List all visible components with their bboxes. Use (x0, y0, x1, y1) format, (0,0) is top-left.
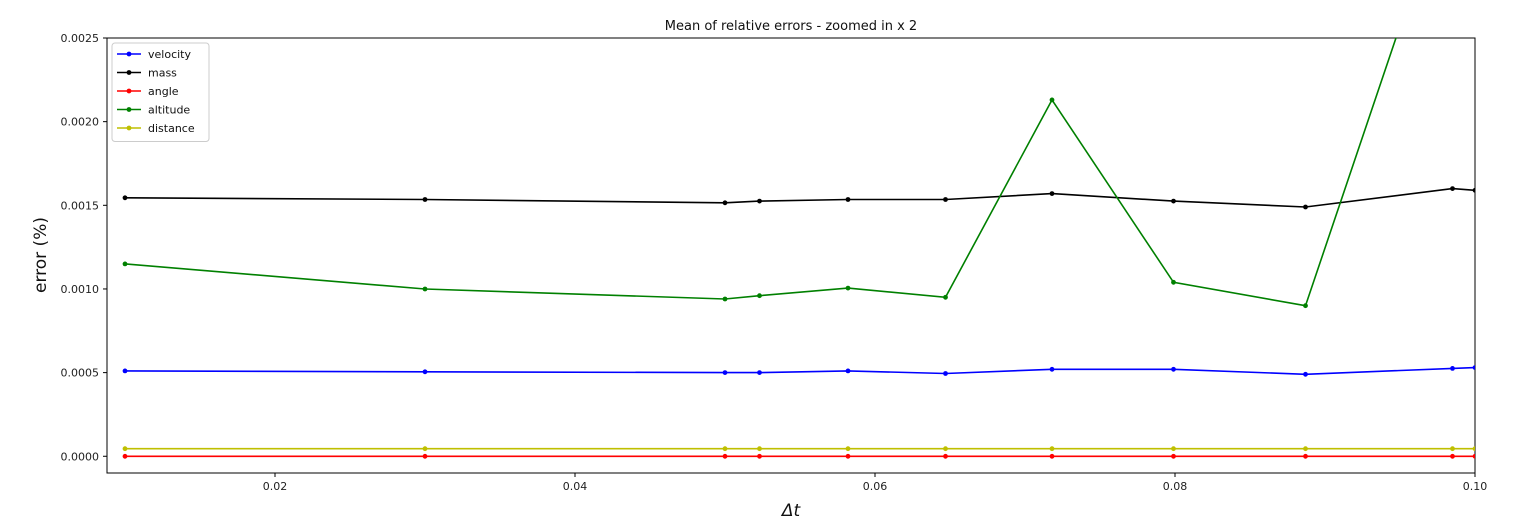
legend-marker (126, 70, 132, 75)
y-tick-label: 0.0025 (61, 32, 100, 45)
series-altitude (122, 38, 1397, 309)
data-point-angle (1303, 453, 1308, 459)
data-point-distance (722, 446, 728, 452)
plot-area (106, 37, 1476, 474)
legend-item-angle: angle (117, 85, 179, 98)
data-point-velocity (943, 371, 948, 376)
data-point-altitude (1171, 279, 1176, 285)
data-point-distance (1303, 446, 1308, 452)
data-point-distance (1049, 446, 1055, 452)
y-tick-label: 0.0005 (61, 367, 100, 380)
data-point-angle (1171, 453, 1176, 459)
data-point-distance (1171, 446, 1176, 452)
data-point-mass (122, 195, 128, 201)
data-point-distance (122, 446, 128, 452)
y-tick-label: 0.0020 (61, 116, 100, 129)
legend-label: altitude (148, 104, 190, 117)
data-point-angle (422, 453, 428, 459)
legend-item-altitude: altitude (117, 104, 190, 117)
data-point-angle (122, 453, 128, 459)
legend-marker (126, 88, 132, 94)
data-point-angle (845, 453, 851, 459)
data-point-velocity (757, 370, 762, 375)
legend-marker (126, 51, 132, 57)
y-tick-label: 0.0015 (61, 199, 100, 212)
data-point-mass (1049, 191, 1055, 197)
x-axis: 0.02 0.04 0.06 0.08 0.10 (263, 473, 1488, 493)
legend-box (111, 42, 210, 142)
series-distance (122, 446, 1475, 452)
data-point-angle (1472, 453, 1475, 459)
data-point-velocity (845, 368, 851, 374)
chart-title: Mean of relative errors - zoomed in x 2 (665, 19, 917, 34)
series-mass (122, 186, 1475, 210)
data-point-velocity (1049, 366, 1055, 372)
legend-item-velocity: velocity (117, 48, 191, 61)
data-point-angle (1049, 453, 1055, 459)
data-point-angle (943, 453, 948, 459)
series-line-altitude (124, 38, 1397, 307)
legend-item-distance: distance (117, 122, 195, 135)
data-point-altitude (1049, 97, 1055, 103)
legend-marker (126, 125, 132, 131)
data-point-velocity (722, 370, 728, 375)
data-point-angle (722, 453, 728, 459)
data-point-altitude (943, 294, 948, 300)
x-tick-label: 0.08 (1163, 480, 1188, 493)
data-point-distance (1450, 446, 1455, 452)
series-velocity (122, 365, 1475, 377)
data-point-mass (1303, 204, 1308, 210)
x-tick-label: 0.02 (263, 480, 288, 493)
y-tick-label: 0.0010 (61, 283, 100, 296)
series-layer (122, 38, 1475, 459)
x-axis-label: Δt (780, 501, 802, 521)
legend-label: velocity (148, 48, 191, 61)
legend-item-mass: mass (117, 67, 177, 80)
data-point-mass (1450, 186, 1455, 192)
data-point-altitude (122, 261, 128, 267)
data-point-mass (422, 197, 428, 202)
x-tick-label: 0.06 (863, 480, 888, 493)
data-point-distance (845, 446, 851, 452)
data-point-velocity (122, 368, 128, 374)
data-point-velocity (422, 369, 428, 375)
data-point-velocity (1303, 371, 1308, 377)
data-point-angle (1450, 453, 1455, 459)
data-point-distance (422, 446, 428, 452)
data-point-altitude (757, 293, 762, 299)
data-point-altitude (722, 296, 728, 302)
data-point-mass (757, 198, 762, 204)
y-axis-label: error (%) (31, 217, 51, 293)
data-point-altitude (845, 285, 851, 291)
data-point-angle (757, 453, 762, 459)
data-point-distance (943, 446, 948, 452)
x-tick-label: 0.10 (1463, 480, 1488, 493)
data-point-distance (1472, 446, 1475, 452)
data-point-velocity (1171, 366, 1176, 372)
data-point-altitude (422, 286, 428, 292)
series-line-velocity (124, 366, 1475, 376)
data-point-mass (845, 197, 851, 202)
series-angle (122, 453, 1475, 459)
data-point-velocity (1450, 366, 1455, 371)
legend-label: distance (148, 122, 195, 135)
data-point-mass (943, 197, 948, 202)
y-axis: 0.0000 0.0005 0.0010 0.0015 0.0020 0.0025 (61, 32, 107, 463)
y-tick-label: 0.0000 (61, 450, 100, 463)
data-point-velocity (1472, 365, 1475, 370)
data-point-mass (1472, 187, 1475, 193)
data-point-mass (722, 200, 728, 206)
x-tick-label: 0.04 (563, 480, 588, 493)
legend-label: angle (148, 85, 179, 98)
legend-marker (126, 107, 132, 112)
legend-label: mass (148, 67, 177, 80)
data-point-distance (757, 446, 762, 452)
series-line-mass (124, 187, 1475, 208)
data-point-altitude (1303, 303, 1308, 309)
data-point-mass (1171, 198, 1176, 204)
legend: velocity mass angle altitude distance (111, 42, 210, 142)
